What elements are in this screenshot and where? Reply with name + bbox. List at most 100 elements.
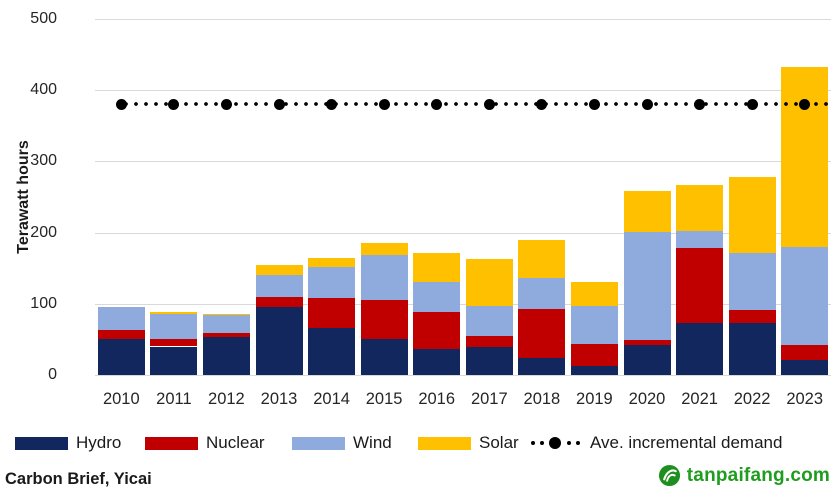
bar-2015-nuclear xyxy=(360,300,408,340)
bar-2023-wind xyxy=(781,246,829,346)
tanpaifang-logo-icon xyxy=(658,464,681,487)
demand-line-marker-2011 xyxy=(168,98,180,110)
bar-2014-nuclear xyxy=(308,298,356,328)
bar-2013-solar xyxy=(255,265,303,275)
demand-line-marker-2015 xyxy=(378,98,390,110)
bar-2023-hydro xyxy=(781,360,829,375)
bar-2019-wind xyxy=(570,305,618,344)
bar-2017-nuclear xyxy=(465,335,513,348)
legend-label: Ave. incremental demand xyxy=(590,433,783,452)
bar-2019-hydro xyxy=(570,365,618,375)
x-tick-label: 2015 xyxy=(365,390,403,408)
x-tick-label: 2018 xyxy=(523,390,561,408)
bar-2018-hydro xyxy=(518,357,566,375)
legend-item-solar: Solar xyxy=(418,430,519,456)
bar-2018-wind xyxy=(518,278,566,309)
demand-line-marker-2012 xyxy=(220,98,232,110)
source-credit: Carbon Brief, Yicai xyxy=(5,470,152,488)
bar-2011-solar xyxy=(150,311,198,314)
y-tick-label: 300 xyxy=(30,152,57,170)
gridline-y-300 xyxy=(95,161,831,163)
bar-2023-nuclear xyxy=(781,345,829,361)
x-tick-label: 2011 xyxy=(156,390,192,408)
x-tick-label: 2010 xyxy=(102,390,140,408)
bar-2014-hydro xyxy=(308,328,356,375)
bar-2020-wind xyxy=(623,231,671,341)
x-tick-label: 2014 xyxy=(313,390,350,408)
legend-item-ave-incremental-demand: Ave. incremental demand xyxy=(528,430,782,456)
x-tick-label: 2021 xyxy=(681,390,718,408)
legend-swatch-wind xyxy=(292,436,345,450)
dotted-line-legend-icon xyxy=(528,437,582,449)
bar-2022-solar xyxy=(728,177,776,254)
bar-2010-hydro xyxy=(97,338,145,375)
x-tick-label: 2020 xyxy=(628,390,666,408)
legend-label: Nuclear xyxy=(206,433,265,452)
x-tick-label: 2016 xyxy=(418,390,456,408)
bar-2012-nuclear xyxy=(202,333,250,337)
legend-swatch-solar xyxy=(418,436,471,450)
chart-legend: Hydro Nuclear Wind Solar Ave. incremental de… xyxy=(0,430,836,456)
y-tick-label: 0 xyxy=(48,366,57,383)
bar-2011-wind xyxy=(150,313,198,340)
bar-2014-wind xyxy=(308,266,356,299)
gridline-y-100 xyxy=(95,303,831,305)
bar-2021-solar xyxy=(676,184,724,232)
y-tick-label: 500 xyxy=(30,10,57,27)
y-tick-label: 400 xyxy=(30,81,57,99)
brand-text: tanpaifang.com xyxy=(686,464,830,486)
bar-2019-solar xyxy=(570,282,618,306)
bar-2017-wind xyxy=(465,305,513,336)
bar-2022-hydro xyxy=(728,323,776,375)
bar-2021-wind xyxy=(676,231,724,249)
bar-2013-hydro xyxy=(255,307,303,375)
bar-2020-solar xyxy=(623,190,671,232)
bar-2012-solar xyxy=(202,313,250,316)
bar-2016-wind xyxy=(413,282,461,312)
bar-2021-nuclear xyxy=(676,248,724,324)
bar-2019-nuclear xyxy=(570,343,618,366)
bar-2013-nuclear xyxy=(255,297,303,308)
legend-label: Wind xyxy=(353,433,392,452)
brand-watermark: tanpaifang.com xyxy=(658,464,830,487)
bar-2022-wind xyxy=(728,253,776,311)
demand-line-marker-2016 xyxy=(431,98,443,110)
bar-2016-nuclear xyxy=(413,311,461,349)
bar-2020-nuclear xyxy=(623,340,671,346)
bar-2020-hydro xyxy=(623,345,671,375)
legend-item-wind: Wind xyxy=(292,430,392,456)
bar-2018-nuclear xyxy=(518,308,566,358)
demand-line-marker-2022 xyxy=(746,98,758,110)
x-tick-label: 2019 xyxy=(576,390,613,408)
x-tick-label: 2017 xyxy=(470,390,508,408)
demand-line-marker-2010 xyxy=(115,98,127,110)
bar-2017-solar xyxy=(465,258,513,306)
bar-2015-solar xyxy=(360,243,408,256)
bar-2013-wind xyxy=(255,274,303,298)
legend-item-hydro: Hydro xyxy=(15,430,121,456)
bar-2016-hydro xyxy=(413,348,461,375)
legend-item-nuclear: Nuclear xyxy=(145,430,265,456)
bar-2012-wind xyxy=(202,315,250,333)
bar-2017-hydro xyxy=(465,347,513,375)
y-tick-label: 200 xyxy=(30,223,57,241)
bar-2018-solar xyxy=(518,240,566,279)
y-axis-title: Terawatt hours xyxy=(15,140,32,254)
demand-line-marker-2019 xyxy=(588,98,600,110)
demand-line-marker-2014 xyxy=(326,98,338,110)
demand-line-marker-2017 xyxy=(483,98,495,110)
bar-2022-nuclear xyxy=(728,310,776,323)
bar-2010-nuclear xyxy=(97,330,145,339)
bar-2010-wind xyxy=(97,307,145,331)
demand-line-marker-2013 xyxy=(273,98,285,110)
ave-incremental-demand-line xyxy=(121,102,831,107)
legend-swatch-hydro xyxy=(15,436,68,450)
bar-2014-solar xyxy=(308,258,356,267)
gridline-y-500 xyxy=(95,19,831,20)
bar-2023-solar xyxy=(781,66,829,247)
legend-label: Hydro xyxy=(76,433,122,452)
demand-line-marker-2023 xyxy=(799,98,811,110)
legend-label: Solar xyxy=(479,433,519,452)
x-tick-label: 2022 xyxy=(733,390,771,408)
